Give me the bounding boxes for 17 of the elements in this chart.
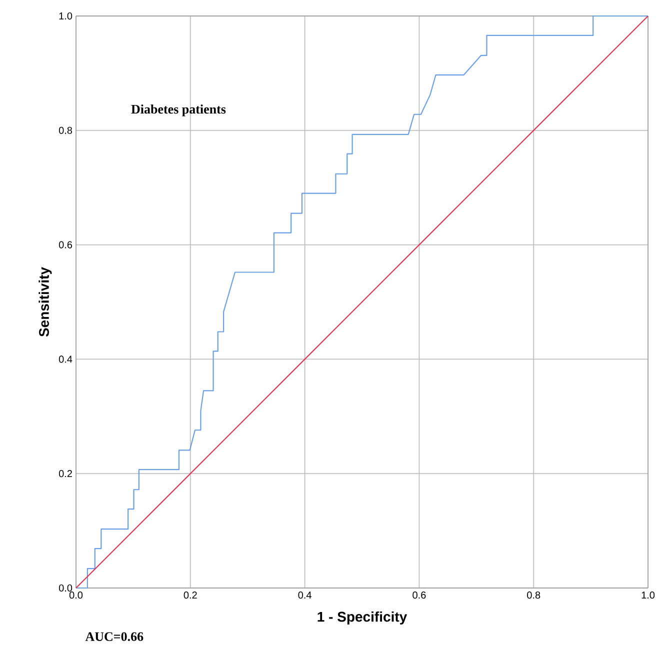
x-tick-label: 0.6 [412, 592, 426, 599]
x-axis-title: 1 - Specificity [318, 611, 408, 624]
y-tick-label: 0.2 [58, 470, 72, 478]
x-tick-label: 0.4 [298, 592, 312, 599]
y-tick-label: 0.8 [58, 126, 72, 134]
y-tick-label: 0.0 [58, 584, 72, 592]
annotation: Diabetes patients [131, 104, 226, 116]
y-axis-title: Sensitivity [38, 267, 52, 337]
x-tick-label: 0.0 [69, 592, 83, 599]
line-series [75, 15, 649, 589]
x-tick-label: 1.0 [642, 592, 655, 599]
text: AUC=0.66 [85, 632, 144, 642]
y-tick-label: 0.4 [58, 356, 72, 363]
x-tick-label: 0.2 [184, 592, 197, 599]
y-tick-label: 0.6 [58, 241, 72, 248]
x-tick-label: 0.8 [527, 592, 540, 599]
y-tick-label: 1.0 [59, 12, 72, 20]
